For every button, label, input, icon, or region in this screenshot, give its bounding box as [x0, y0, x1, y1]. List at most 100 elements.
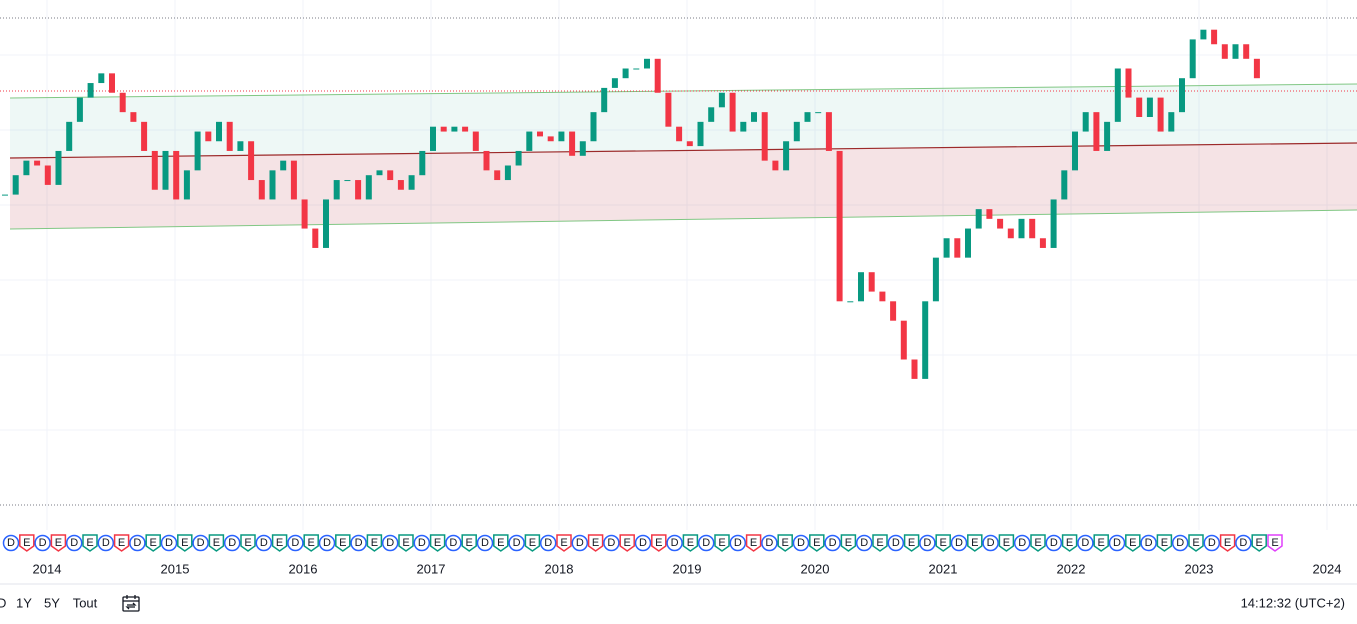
event-marker[interactable]: D — [255, 534, 273, 552]
event-marker[interactable]: D — [1235, 534, 1252, 552]
event-marker[interactable]: D — [919, 534, 936, 552]
event-marker[interactable]: D — [855, 534, 873, 552]
event-marker[interactable]: E — [1267, 534, 1283, 552]
event-marker[interactable]: E — [967, 534, 983, 552]
event-marker[interactable]: E — [208, 534, 225, 552]
event-marker[interactable]: E — [1030, 534, 1046, 552]
candle — [654, 58, 661, 93]
event-label: E — [150, 537, 157, 549]
event-marker[interactable]: D — [65, 534, 83, 552]
event-marker[interactable]: E — [145, 534, 161, 552]
event-marker[interactable]: D — [318, 534, 336, 552]
event-marker[interactable]: E — [82, 534, 98, 552]
range-button[interactable]: D — [0, 595, 6, 610]
event-marker[interactable]: E — [271, 534, 288, 552]
event-badge — [287, 534, 304, 552]
event-marker[interactable]: D — [792, 534, 810, 552]
event-marker[interactable]: D — [697, 534, 715, 552]
candle — [1029, 218, 1036, 239]
event-marker[interactable]: D — [129, 534, 146, 552]
event-marker[interactable]: D — [34, 534, 51, 552]
event-marker[interactable]: E — [1061, 534, 1078, 552]
event-marker[interactable]: D — [508, 534, 525, 552]
event-marker[interactable]: E — [1093, 534, 1109, 552]
event-marker[interactable]: D — [666, 534, 683, 552]
event-marker[interactable]: D — [2, 534, 20, 552]
event-marker[interactable]: E — [587, 534, 604, 552]
event-badge — [303, 534, 319, 552]
event-label: D — [576, 537, 584, 549]
event-marker[interactable]: E — [303, 534, 319, 552]
event-marker[interactable]: D — [1013, 534, 1031, 552]
range-button[interactable]: Tout — [73, 595, 98, 610]
event-marker[interactable]: D — [381, 534, 399, 552]
event-marker[interactable]: D — [761, 534, 778, 552]
event-marker[interactable]: E — [1125, 534, 1141, 552]
event-marker[interactable]: D — [192, 534, 209, 552]
event-marker[interactable]: D — [824, 534, 841, 552]
event-marker[interactable]: E — [398, 534, 414, 552]
event-marker[interactable]: E — [113, 534, 130, 552]
event-marker[interactable]: E — [651, 534, 667, 552]
event-marker[interactable]: D — [97, 534, 115, 552]
event-marker[interactable]: D — [982, 534, 999, 552]
event-marker[interactable]: D — [160, 534, 178, 552]
candle — [558, 131, 565, 142]
event-marker[interactable]: D — [634, 534, 652, 552]
event-marker[interactable]: D — [571, 534, 589, 552]
event-marker[interactable]: E — [714, 534, 730, 552]
event-label: E — [813, 537, 820, 549]
event-marker[interactable]: E — [1156, 534, 1173, 552]
event-marker[interactable]: E — [935, 534, 951, 552]
event-marker[interactable]: D — [887, 534, 905, 552]
event-marker[interactable]: E — [335, 534, 351, 552]
event-marker[interactable]: E — [493, 534, 509, 552]
event-marker[interactable]: E — [240, 534, 256, 552]
candle — [986, 209, 993, 219]
event-marker[interactable]: E — [998, 534, 1015, 552]
event-marker[interactable]: E — [682, 534, 699, 552]
event-marker[interactable]: E — [429, 534, 446, 552]
event-marker[interactable]: E — [619, 534, 635, 552]
event-marker[interactable]: E — [366, 534, 383, 552]
candle — [676, 126, 683, 142]
event-marker[interactable]: D — [223, 534, 241, 552]
event-marker[interactable]: D — [287, 534, 304, 552]
event-marker[interactable]: E — [903, 534, 920, 552]
event-marker[interactable]: E — [745, 534, 762, 552]
event-marker[interactable]: D — [729, 534, 747, 552]
event-marker[interactable]: E — [1188, 534, 1204, 552]
event-marker[interactable]: E — [809, 534, 825, 552]
event-marker[interactable]: D — [413, 534, 431, 552]
date-range-button[interactable] — [122, 595, 140, 612]
candle — [579, 141, 586, 156]
event-marker[interactable]: D — [1203, 534, 1221, 552]
event-marker[interactable]: E — [777, 534, 793, 552]
event-marker[interactable]: D — [539, 534, 557, 552]
event-marker[interactable]: D — [603, 534, 620, 552]
event-marker[interactable]: E — [50, 534, 67, 552]
event-marker[interactable]: E — [177, 534, 193, 552]
event-marker[interactable]: D — [1045, 534, 1063, 552]
event-marker[interactable]: E — [1251, 534, 1267, 552]
event-marker[interactable]: D — [950, 534, 968, 552]
event-marker[interactable]: D — [476, 534, 494, 552]
candle — [494, 170, 501, 181]
event-marker[interactable]: D — [445, 534, 462, 552]
event-marker[interactable]: D — [1077, 534, 1094, 552]
event-marker[interactable]: E — [1219, 534, 1236, 552]
candle — [376, 170, 383, 176]
event-marker[interactable]: D — [1171, 534, 1189, 552]
event-marker[interactable]: D — [1108, 534, 1126, 552]
range-button[interactable]: 1Y — [16, 595, 32, 610]
event-marker[interactable]: E — [556, 534, 572, 552]
event-marker[interactable]: D — [350, 534, 367, 552]
event-marker[interactable]: E — [461, 534, 477, 552]
event-marker[interactable]: E — [524, 534, 541, 552]
event-marker[interactable]: E — [840, 534, 857, 552]
range-button[interactable]: 5Y — [44, 595, 60, 610]
candle — [344, 180, 351, 182]
event-marker[interactable]: D — [1140, 534, 1157, 552]
event-marker[interactable]: E — [872, 534, 888, 552]
event-marker[interactable]: E — [19, 534, 35, 552]
